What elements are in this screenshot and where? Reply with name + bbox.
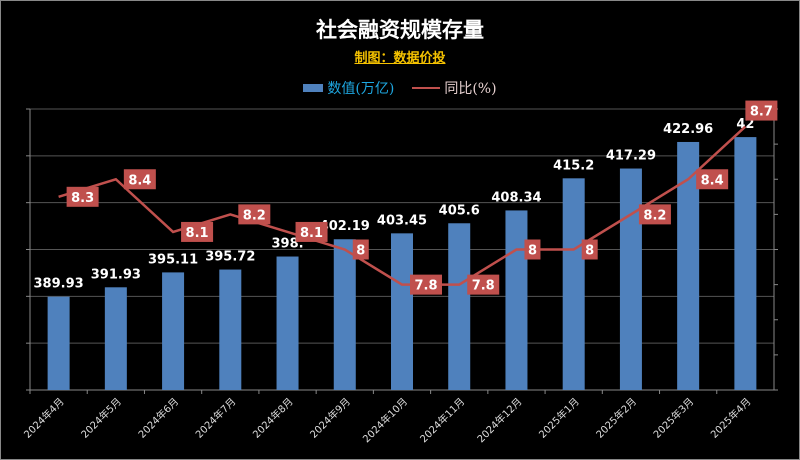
x-tick-label: 2024年4月 (21, 395, 67, 441)
line-label-box (467, 274, 500, 295)
line-series (58, 125, 747, 286)
bar-label: 389.93 (34, 277, 84, 292)
bar-label: 42 (736, 117, 754, 132)
line-label: 8 (356, 244, 365, 259)
bar-label: 408.34 (491, 190, 541, 205)
line-label-box (524, 239, 541, 260)
line-label: 8 (585, 244, 594, 259)
line-label-box (295, 221, 328, 242)
bar (677, 141, 700, 390)
line-label: 8.3 (71, 191, 94, 206)
line-label-box (123, 169, 156, 190)
legend-swatch-bar (303, 84, 324, 92)
bar (276, 256, 299, 390)
legend-label-bar: 数值(万亿) (327, 81, 395, 97)
line-label: 8.4 (128, 173, 151, 188)
line-label-box (352, 239, 369, 260)
bar-label: 402.19 (320, 219, 370, 234)
x-tick-label: 2024年11月 (417, 395, 467, 445)
line-label-box (238, 204, 271, 225)
x-tick-label: 2024年6月 (135, 395, 181, 441)
x-tick-label: 2024年8月 (250, 395, 296, 441)
line-label: 8 (528, 244, 537, 259)
line-label: 8.4 (701, 173, 724, 188)
x-tick-label: 2025年4月 (708, 395, 754, 441)
legend-item-bar: 数值(万亿) (303, 78, 394, 98)
bar-label: 415.2 (553, 158, 594, 173)
bar (505, 210, 528, 390)
line-label: 8.2 (243, 208, 266, 223)
chart-subtitle: 制图：数据价投 (1, 47, 799, 66)
bar (391, 233, 413, 390)
x-tick-label: 2025年1月 (536, 395, 582, 441)
bar (562, 178, 585, 390)
bar-label: 391.93 (91, 267, 141, 282)
bar (162, 272, 185, 390)
line-label: 8.1 (186, 226, 209, 241)
legend-item-line: 同比(%) (412, 78, 497, 98)
bar (104, 287, 127, 390)
subtitle-text: 制图：数据价投 (354, 51, 446, 66)
x-tick-label: 2024年9月 (307, 395, 353, 441)
x-tick-label: 2024年5月 (78, 395, 124, 441)
line-label: 7.8 (414, 279, 437, 294)
bar-label: 395.72 (205, 250, 255, 265)
line-label-box (181, 221, 214, 242)
bar-label: 395.11 (148, 252, 198, 267)
bar (219, 269, 242, 390)
bar (47, 296, 70, 390)
line-label-box (745, 100, 778, 121)
legend-label-line: 同比(%) (444, 81, 497, 97)
bar-label: 405.6 (439, 203, 480, 218)
legend: 数值(万亿) 同比(%) (1, 78, 799, 98)
legend-swatch-line (412, 87, 441, 89)
line-label: 8.1 (300, 226, 323, 241)
line-label: 7.8 (472, 279, 495, 294)
bar-label: 422.96 (663, 122, 713, 137)
bar-label: 403.45 (377, 213, 427, 228)
x-tick-label: 2024年7月 (193, 395, 239, 441)
x-tick-label: 2024年10月 (360, 395, 410, 445)
bar (734, 137, 757, 390)
line-label: 8.2 (643, 208, 666, 223)
line-label-box (638, 204, 671, 225)
bar-label: 417.29 (606, 149, 656, 164)
bar (333, 239, 356, 390)
line-label-box (410, 274, 442, 295)
x-tick-label: 2025年3月 (650, 395, 696, 441)
chart-title: 社会融资规模存量 (316, 18, 484, 42)
bar (448, 223, 471, 390)
x-tick-label: 2024年12月 (474, 395, 524, 445)
line-label-box (66, 186, 99, 207)
line-label-box (581, 239, 598, 260)
line-label-box (696, 169, 729, 190)
x-tick-label: 2025年2月 (593, 395, 639, 441)
bar (619, 168, 642, 390)
line-label: 8.7 (750, 105, 773, 120)
